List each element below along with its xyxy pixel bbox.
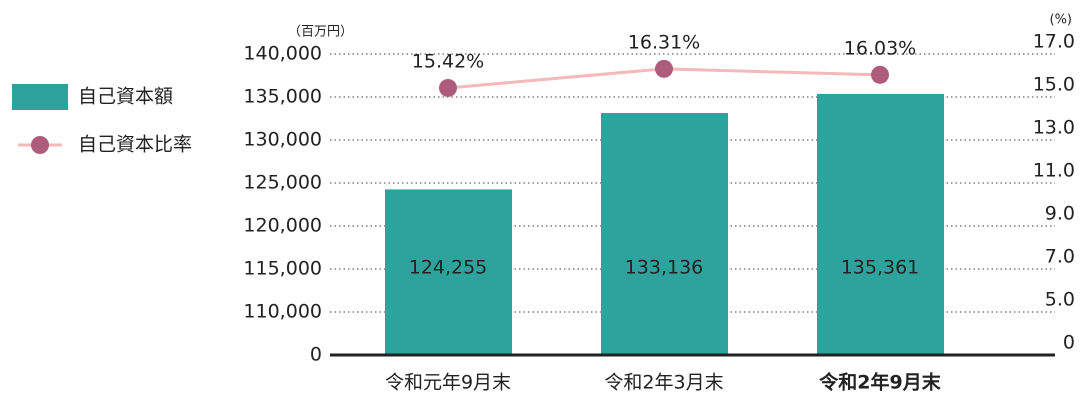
x-tick-label: 令和元年9月末 bbox=[385, 372, 511, 394]
legend-swatch bbox=[12, 84, 68, 110]
y-tick-label: 125,000 bbox=[243, 172, 322, 194]
y-tick-label: 135,000 bbox=[243, 86, 322, 108]
x-tick-label: 令和2年3月末 bbox=[604, 372, 723, 394]
y-tick-label: 110,000 bbox=[243, 301, 322, 323]
y-tick-label: 140,000 bbox=[243, 43, 322, 65]
y2-tick-label: 11.0 bbox=[1033, 160, 1075, 182]
bar bbox=[601, 113, 728, 356]
bar bbox=[817, 93, 944, 356]
y2-tick-label: 15.0 bbox=[1033, 74, 1075, 96]
y-tick-label: 0 bbox=[310, 344, 322, 366]
bar-value-label: 133,136 bbox=[625, 257, 704, 279]
y-tick-label: 120,000 bbox=[243, 215, 322, 237]
line-marker bbox=[439, 78, 457, 97]
legend-label: 自己資本比率 bbox=[78, 134, 192, 156]
y2-tick-label: 0 bbox=[1063, 332, 1075, 354]
y-unit: （百万円） bbox=[288, 25, 353, 40]
y2-unit: (%) bbox=[1050, 13, 1073, 28]
y2-tick-label: 7.0 bbox=[1045, 246, 1075, 268]
y2-tick-label: 13.0 bbox=[1033, 117, 1075, 139]
line-value-label: 16.31% bbox=[628, 31, 700, 53]
y-tick-label: 115,000 bbox=[243, 258, 322, 280]
bar-value-label: 124,255 bbox=[409, 257, 488, 279]
y2-tick-label: 5.0 bbox=[1045, 289, 1075, 311]
bar bbox=[385, 189, 512, 355]
x-tick-label: 令和2年9月末 bbox=[819, 371, 941, 394]
y2-tick-label: 9.0 bbox=[1045, 203, 1075, 225]
bar-value-label: 135,361 bbox=[841, 257, 920, 279]
line-marker bbox=[655, 59, 673, 78]
legend-marker bbox=[31, 136, 49, 154]
y2-tick-label: 17.0 bbox=[1033, 31, 1075, 53]
legend-label: 自己資本額 bbox=[78, 86, 173, 108]
line-marker bbox=[871, 65, 889, 84]
line-value-label: 15.42% bbox=[412, 50, 484, 72]
line-value-label: 16.03% bbox=[844, 37, 916, 59]
y-tick-label: 130,000 bbox=[243, 129, 322, 151]
